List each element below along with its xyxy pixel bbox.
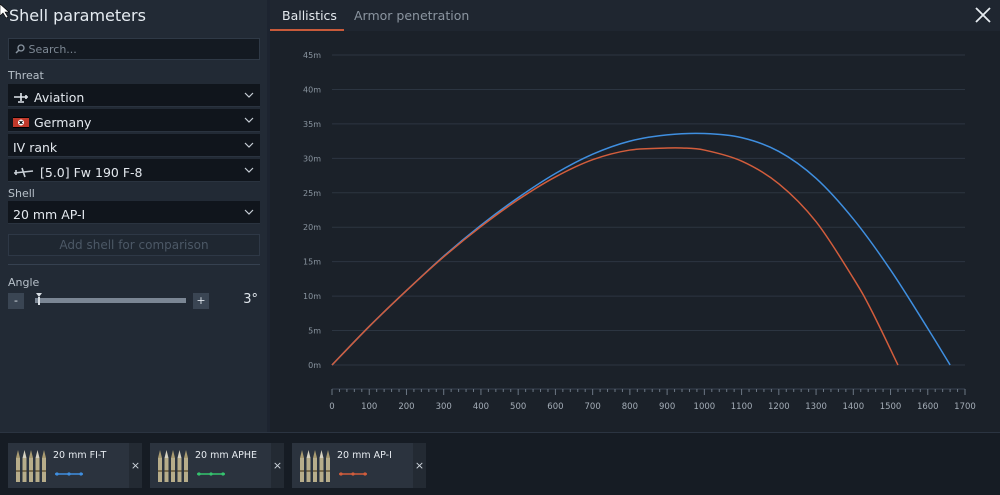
angle-value: 3° xyxy=(243,292,258,307)
shell-legend-line xyxy=(55,472,83,476)
x-tick-label: 1600 xyxy=(917,402,939,412)
x-tick-label: 0 xyxy=(329,402,334,412)
y-tick-label: 20m xyxy=(303,223,321,232)
y-tick-label: 5m xyxy=(308,327,321,336)
x-tick-label: 1500 xyxy=(880,402,902,412)
shell-legend-line xyxy=(197,472,225,476)
x-tick-label: 400 xyxy=(473,402,489,412)
vehicle-select[interactable]: [5.0] Fw 190 F-8 xyxy=(8,159,260,182)
threat-type-select[interactable]: Aviation xyxy=(8,84,260,107)
chevron-down-icon xyxy=(244,117,254,123)
shell-rounds-icon xyxy=(300,450,330,482)
cursor-icon xyxy=(0,4,10,18)
y-tick-label: 25m xyxy=(303,189,321,198)
angle-decrease-button[interactable]: - xyxy=(8,293,24,309)
panel-title: Shell parameters xyxy=(9,6,146,25)
shell-rounds-icon xyxy=(158,450,188,482)
shell-legend-line xyxy=(339,472,367,476)
x-tick-label: 700 xyxy=(585,402,601,412)
x-tick-label: 600 xyxy=(547,402,563,412)
shell-comparison-bar: 20 mm FI-T × 20 mm APHE × 20 mm AP-I × xyxy=(0,432,1000,495)
ballistics-chart: 0m 5m 10m 15m 20m 25m 30m 35m 40m 45m 0 100 200 300 40… xyxy=(270,31,1000,432)
threat-type-value: Aviation xyxy=(34,89,85,105)
x-tick-label: 100 xyxy=(361,402,377,412)
x-tick-label: 1700 xyxy=(954,402,976,412)
shell-card[interactable]: 20 mm FI-T × xyxy=(8,443,142,488)
shell-card-name: 20 mm FI-T xyxy=(53,450,107,461)
remove-shell-button[interactable]: × xyxy=(413,443,426,488)
germany-flag-icon xyxy=(13,116,29,128)
chevron-down-icon xyxy=(244,92,254,98)
angle-increase-button[interactable]: + xyxy=(193,293,209,309)
remove-shell-button[interactable]: × xyxy=(271,443,284,488)
search-icon xyxy=(15,44,25,54)
y-tick-label: 35m xyxy=(303,120,321,129)
shell-rounds-icon xyxy=(16,450,46,482)
shell-parameters-panel: Shell parameters Search... Threat Aviati… xyxy=(0,0,267,432)
shell-card[interactable]: 20 mm AP-I × xyxy=(292,443,426,488)
country-select[interactable]: Germany xyxy=(8,109,260,132)
y-tick-label: 0m xyxy=(308,361,321,370)
shell-card-name: 20 mm APHE xyxy=(195,450,258,461)
x-tick-label: 300 xyxy=(436,402,452,412)
x-tick-label: 1000 xyxy=(694,402,716,412)
active-tab-indicator xyxy=(270,29,344,31)
y-tick-label: 15m xyxy=(303,258,321,267)
y-tick-label: 45m xyxy=(303,51,321,60)
plane-icon xyxy=(14,92,28,103)
shell-select[interactable]: 20 mm AP-I xyxy=(8,201,260,224)
chevron-down-icon xyxy=(244,142,254,148)
x-tick-label: 900 xyxy=(659,402,675,412)
search-placeholder: Search... xyxy=(28,43,77,56)
shell-card-name: 20 mm AP-I xyxy=(337,450,392,461)
tab-ballistics[interactable]: Ballistics xyxy=(282,8,337,23)
x-tick-label: 1300 xyxy=(805,402,827,412)
shell-card[interactable]: 20 mm APHE × xyxy=(150,443,284,488)
x-tick-label: 500 xyxy=(510,402,526,412)
x-tick-label: 200 xyxy=(398,402,414,412)
x-tick-label: 1400 xyxy=(842,402,864,412)
rank-select[interactable]: IV rank xyxy=(8,134,260,157)
y-tick-label: 30m xyxy=(303,154,321,163)
y-tick-label: 10m xyxy=(303,292,321,301)
y-tick-label: 40m xyxy=(303,85,321,94)
close-icon[interactable] xyxy=(974,6,992,24)
angle-label: Angle xyxy=(8,276,40,289)
x-tick-label: 800 xyxy=(622,402,638,412)
trajectory-line-1 xyxy=(331,146,899,366)
shell-value: 20 mm AP-I xyxy=(13,206,86,222)
chevron-down-icon xyxy=(244,209,254,215)
tab-armor-penetration[interactable]: Armor penetration xyxy=(354,8,470,23)
angle-slider-track[interactable] xyxy=(35,298,186,303)
x-tick-label: 1200 xyxy=(768,402,790,412)
shell-label: Shell xyxy=(8,187,35,200)
add-shell-button[interactable]: Add shell for comparison xyxy=(8,234,260,256)
rank-value: IV rank xyxy=(13,139,58,155)
angle-slider-thumb[interactable] xyxy=(36,293,43,305)
vehicle-value: [5.0] Fw 190 F-8 xyxy=(40,164,143,180)
threat-label: Threat xyxy=(8,69,44,82)
country-value: Germany xyxy=(34,114,92,130)
aircraft-icon xyxy=(13,167,34,177)
divider xyxy=(8,264,260,265)
chevron-down-icon xyxy=(244,167,254,173)
tab-bar: Ballistics Armor penetration xyxy=(270,0,1000,31)
x-tick-label: 1100 xyxy=(731,402,753,412)
remove-shell-button[interactable]: × xyxy=(129,443,142,488)
search-input[interactable]: Search... xyxy=(8,38,260,60)
